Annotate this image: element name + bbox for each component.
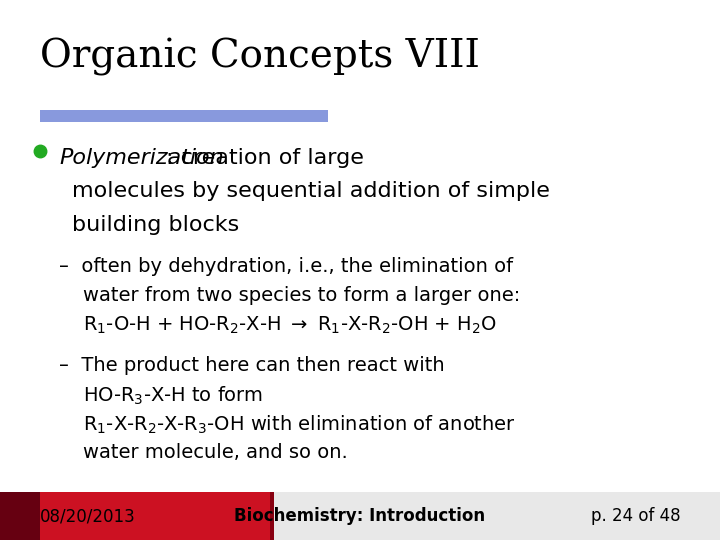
Text: : creation of large: : creation of large: [166, 148, 364, 168]
Text: HO-R$_3$-X-H to form: HO-R$_3$-X-H to form: [83, 385, 263, 407]
Text: p. 24 of 48: p. 24 of 48: [591, 507, 680, 525]
Bar: [0, 492, 40, 540]
Bar: [40, 492, 270, 540]
Text: R$_1$-X-R$_2$-X-R$_3$-OH with elimination of another: R$_1$-X-R$_2$-X-R$_3$-OH with eliminatio…: [83, 414, 516, 436]
Text: 08/20/2013: 08/20/2013: [40, 507, 135, 525]
Bar: [40, 110, 328, 122]
Text: water molecule, and so on.: water molecule, and so on.: [83, 443, 348, 462]
Text: building blocks: building blocks: [72, 215, 239, 235]
Text: Biochemistry: Introduction: Biochemistry: Introduction: [235, 507, 485, 525]
Text: –  The product here can then react with: – The product here can then react with: [59, 356, 445, 375]
Text: Polymerization: Polymerization: [59, 148, 224, 168]
Text: –  often by dehydration, i.e., the elimination of: – often by dehydration, i.e., the elimin…: [59, 256, 513, 275]
Text: Organic Concepts VIII: Organic Concepts VIII: [40, 38, 480, 76]
Bar: [270, 492, 274, 540]
Text: molecules by sequential addition of simple: molecules by sequential addition of simp…: [72, 181, 550, 201]
Text: water from two species to form a larger one:: water from two species to form a larger …: [83, 286, 520, 305]
Bar: [0, 492, 720, 540]
Text: R$_1$-O-H + HO-R$_2$-X-H $\rightarrow$ R$_1$-X-R$_2$-OH + H$_2$O: R$_1$-O-H + HO-R$_2$-X-H $\rightarrow$ R…: [83, 315, 497, 336]
